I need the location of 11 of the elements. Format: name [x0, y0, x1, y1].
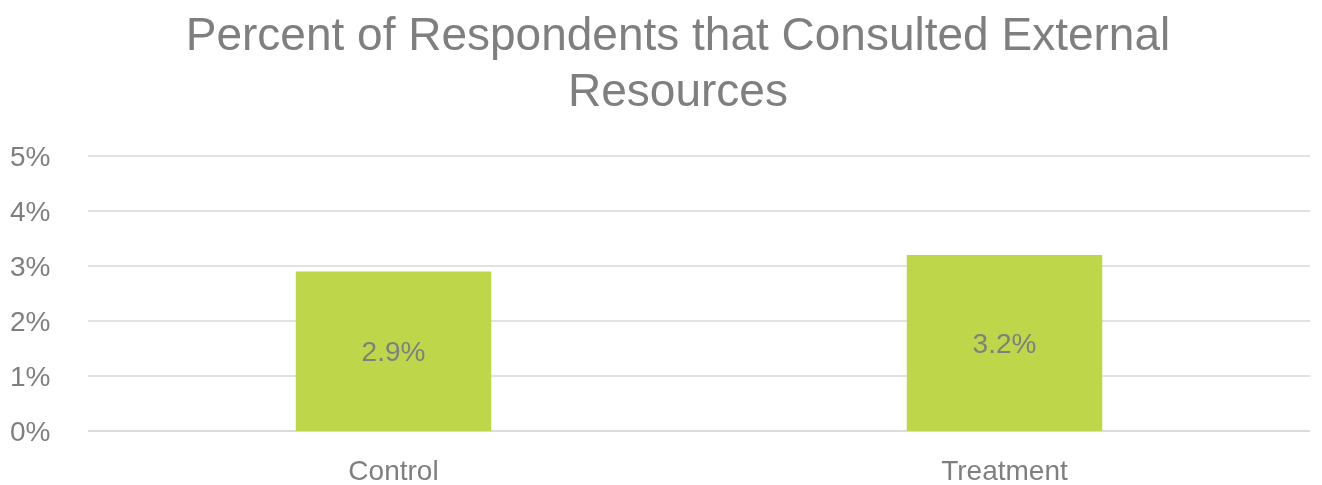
y-tick-label: 3% [10, 250, 51, 282]
y-tick-label: 2% [10, 305, 51, 337]
y-tick-label: 5% [10, 140, 51, 172]
y-tick-label: 0% [10, 415, 51, 447]
y-tick-label: 1% [10, 360, 51, 392]
x-tick-label: Control [348, 454, 439, 485]
data-label: 3.2% [972, 327, 1037, 359]
y-tick-label: 4% [10, 195, 51, 227]
chart-title: Percent of Respondents that Consulted External Resources [185, 8, 1171, 116]
data-label: 2.9% [361, 335, 426, 367]
x-tick-label: Treatment [941, 454, 1068, 485]
